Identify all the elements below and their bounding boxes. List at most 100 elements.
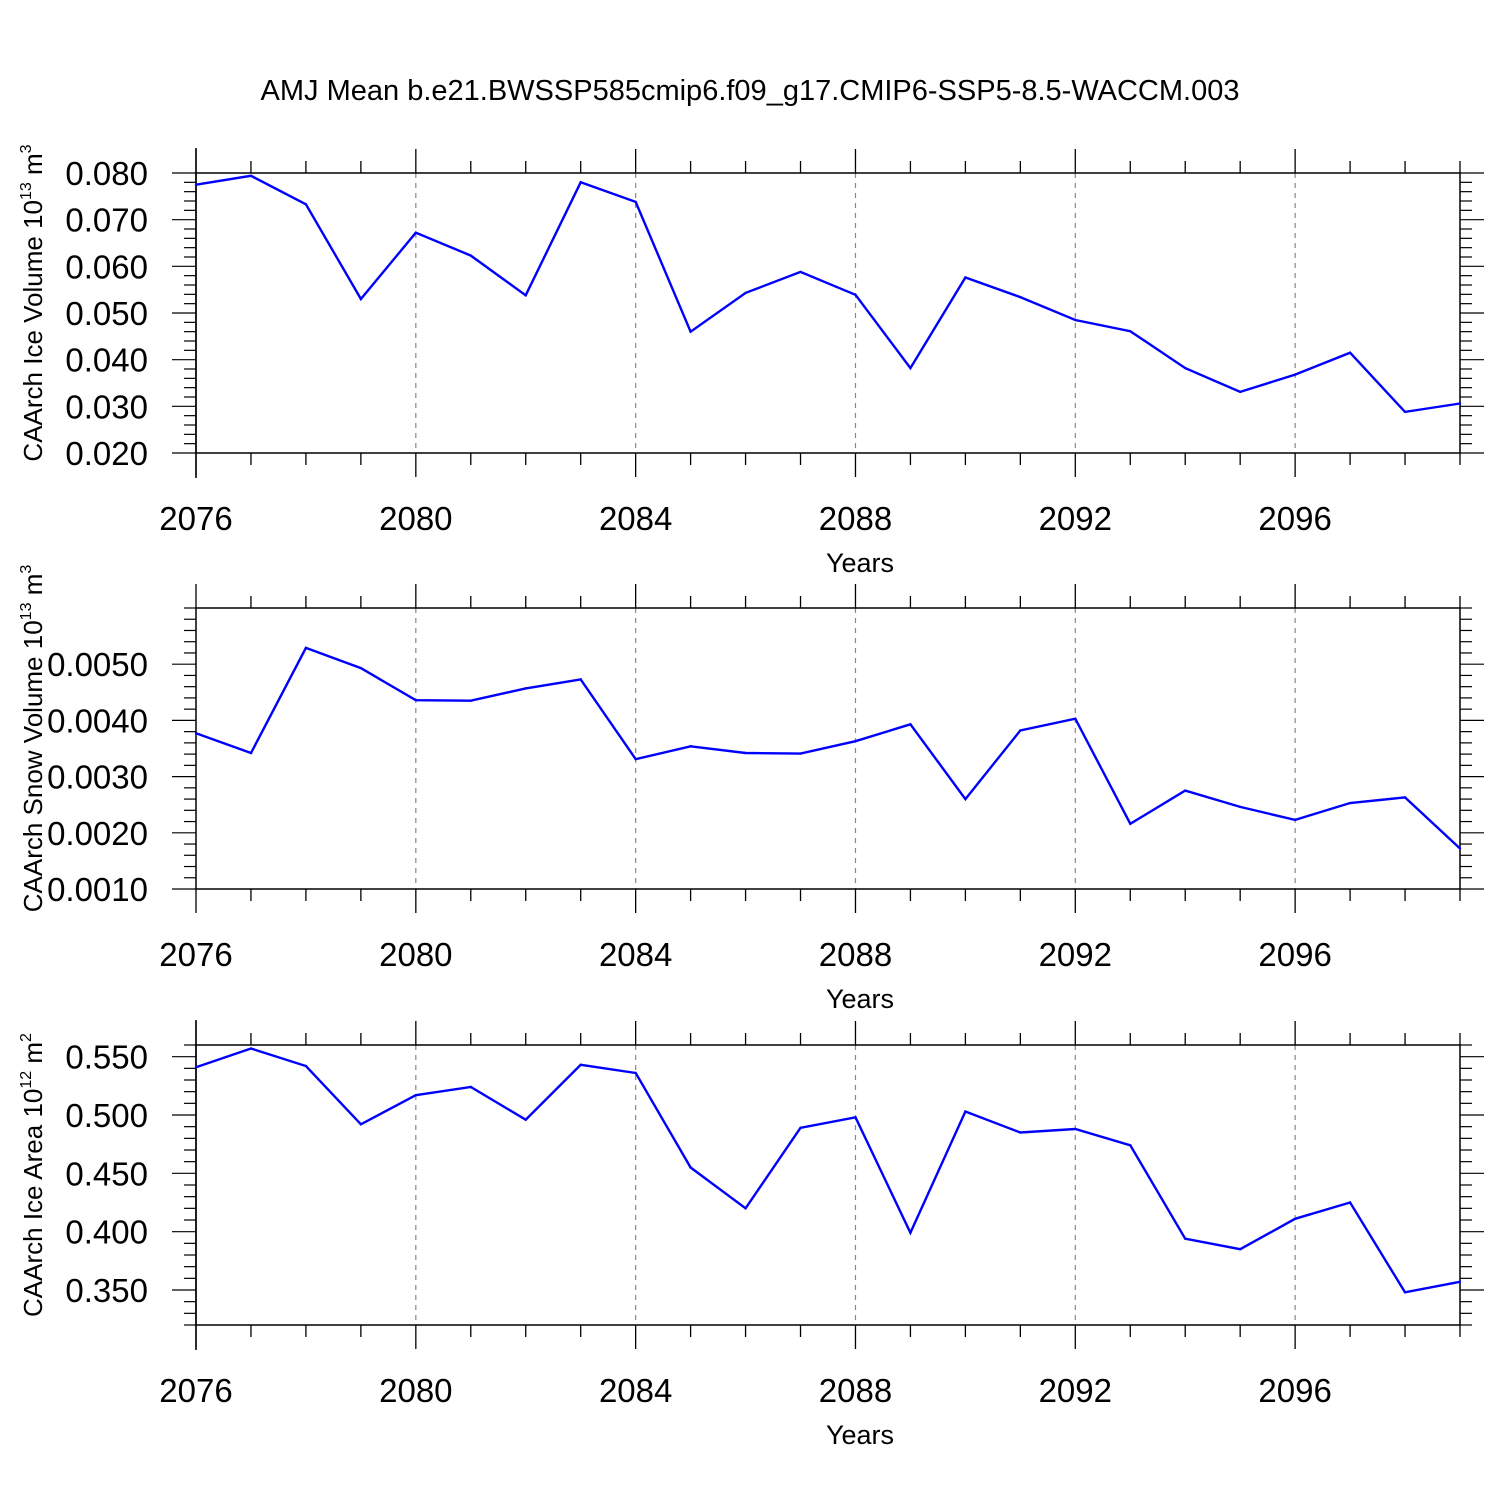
data-point: [1403, 796, 1407, 799]
y-tick-label: 0.080: [65, 155, 148, 192]
data-point: [909, 723, 912, 726]
x-axis-title: Years: [826, 548, 894, 578]
data-point: [249, 174, 253, 177]
data-point: [1129, 330, 1132, 333]
data-point: [579, 1063, 582, 1067]
data-point: [1403, 1291, 1407, 1294]
data-point: [1348, 801, 1352, 805]
data-point: [1019, 729, 1022, 732]
data-point: [1019, 1131, 1022, 1134]
y-axis-title-exponent: 12: [18, 1071, 35, 1089]
data-point: [1184, 789, 1187, 792]
data-point: [524, 687, 527, 690]
y-tick-label: 0.0040: [47, 702, 148, 739]
data-point: [194, 1065, 198, 1069]
data-point: [799, 270, 802, 274]
x-tick-label: 2092: [1039, 936, 1112, 973]
y-tick-label: 0.020: [65, 435, 148, 472]
data-point: [744, 291, 747, 295]
y-axis-title-exponent: 3: [18, 565, 35, 574]
data-point: [1238, 805, 1242, 809]
data-point: [1348, 1201, 1352, 1204]
x-tick-label: 2088: [819, 1372, 892, 1409]
data-point: [689, 330, 692, 333]
data-point: [1403, 410, 1407, 414]
data-point: [1184, 366, 1187, 370]
data-point: [744, 751, 747, 755]
x-tick-label: 2076: [159, 1372, 232, 1409]
y-axis-title-text: m: [18, 574, 48, 603]
data-point: [799, 752, 802, 755]
data-point: [1348, 351, 1352, 354]
data-point: [689, 1166, 692, 1169]
data-point: [634, 200, 637, 204]
data-point: [414, 1093, 418, 1097]
y-axis-title-exponent: 3: [18, 144, 35, 153]
data-point: [469, 699, 472, 702]
y-axis-title-text: m: [18, 153, 48, 182]
data-point: [524, 1118, 527, 1121]
data-point: [854, 293, 857, 296]
x-axis-title: Years: [826, 1420, 894, 1450]
data-point: [964, 276, 967, 279]
y-axis-title: CAArch Snow Volume 1013 m3: [18, 565, 48, 913]
y-tick-label: 0.070: [65, 202, 148, 239]
y-axis-title: CAArch Ice Volume 1013 m3: [18, 144, 48, 461]
data-point: [524, 294, 527, 297]
data-point: [1074, 1127, 1077, 1131]
x-tick-label: 2096: [1258, 936, 1331, 973]
x-tick-label: 2096: [1258, 1372, 1331, 1409]
y-tick-label: 0.0050: [47, 646, 148, 683]
data-point: [634, 757, 637, 761]
data-point: [359, 297, 363, 301]
data-point: [359, 1123, 363, 1126]
y-tick-label: 0.400: [65, 1214, 148, 1251]
data-point: [854, 739, 857, 743]
y-tick-label: 0.060: [65, 248, 148, 285]
y-tick-label: 0.500: [65, 1097, 148, 1134]
data-point: [469, 1085, 472, 1089]
series-line: [195, 646, 1461, 850]
x-tick-label: 2076: [159, 500, 232, 537]
x-tick-label: 2080: [379, 1372, 452, 1409]
data-point: [194, 183, 198, 186]
data-point: [909, 366, 912, 370]
y-tick-label: 0.030: [65, 388, 148, 425]
series-line: [195, 174, 1461, 414]
data-point: [579, 678, 582, 681]
y-axis-title-exponent: 2: [18, 1033, 35, 1042]
data-point: [854, 1116, 857, 1119]
data-point: [1129, 1144, 1132, 1147]
data-point: [1293, 373, 1297, 376]
x-tick-label: 2080: [379, 936, 452, 973]
x-tick-label: 2076: [159, 936, 232, 973]
chart-panel-2: 0.0010 0.0020 0.0030 0.0040 0.0050 2076 2080 20…: [18, 565, 1484, 1014]
y-tick-label: 0.550: [65, 1039, 148, 1076]
plot-frame: [195, 172, 1461, 454]
x-axis-title: Years: [826, 984, 894, 1014]
series-line: [195, 1047, 1461, 1294]
data-point: [1019, 295, 1022, 299]
data-point: [304, 1064, 308, 1068]
y-tick-label: 0.0020: [47, 815, 148, 852]
y-axis-title-text: CAArch Snow Volume 10: [18, 620, 48, 912]
y-axis-title-text: CAArch Ice Area 10: [18, 1089, 48, 1317]
data-point: [964, 797, 967, 801]
y-axis-title-text: m: [18, 1042, 48, 1071]
data-point: [1293, 1217, 1297, 1221]
data-point: [1458, 402, 1462, 405]
data-point: [1458, 1280, 1462, 1284]
data-point: [304, 203, 308, 206]
data-point: [799, 1126, 802, 1130]
data-point: [1129, 822, 1132, 826]
y-tick-label: 0.040: [65, 342, 148, 379]
data-point: [1074, 717, 1077, 720]
x-tick-label: 2084: [599, 500, 672, 537]
data-point: [909, 1231, 912, 1235]
data-point: [744, 1207, 747, 1210]
x-tick-label: 2096: [1258, 500, 1331, 537]
chart-panel-3: 0.350 0.400 0.450 0.500 0.550 2076 2080 2084 208…: [18, 1020, 1484, 1450]
data-point: [689, 745, 692, 748]
data-point: [1238, 1247, 1242, 1251]
data-point: [469, 254, 472, 257]
